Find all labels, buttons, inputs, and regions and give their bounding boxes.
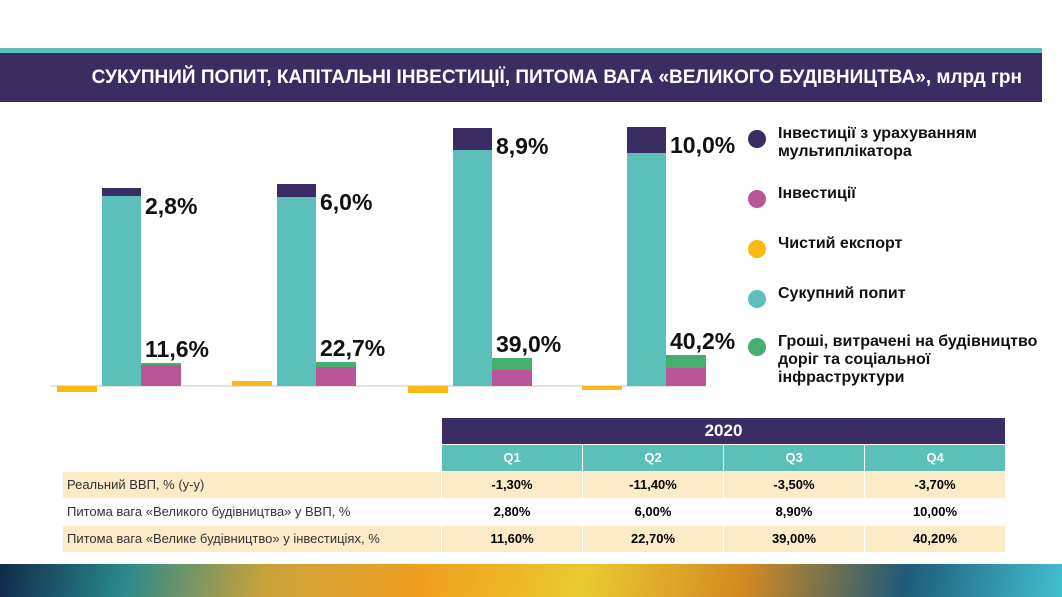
legend-dot-icon: [748, 240, 766, 258]
bar-investment-Q2: [316, 367, 356, 386]
page-title: СУКУПНИЙ ПОПИТ, КАПІТАЛЬНІ ІНВЕСТИЦІЇ, П…: [0, 53, 1042, 102]
table-cell: -11,40%: [582, 470, 724, 499]
label-gdp-share-Q3: 8,9%: [496, 133, 548, 159]
bar-construction-Q1: [141, 363, 181, 365]
label-gdp-share-Q1: 2,8%: [145, 193, 197, 219]
accent-line: [0, 48, 1042, 53]
table-cell: -3,50%: [723, 470, 865, 499]
label-investment-share-Q2: 22,7%: [320, 335, 385, 361]
label-gdp-share-Q4: 10,0%: [670, 132, 735, 158]
quarter-header: Q3: [723, 444, 865, 472]
table-cell: 39,00%: [723, 524, 865, 553]
bar-net-export-Q1: [57, 386, 97, 392]
row-label: Питома вага «Великого будівництва» у ВВП…: [62, 497, 442, 526]
legend-item: Інвестиції: [748, 185, 856, 208]
bar-construction-Q4: [666, 355, 706, 368]
table-cell: 40,20%: [864, 524, 1006, 553]
table-row: Питома вага «Великого будівництва» у ВВП…: [62, 497, 1006, 526]
bar-investment-Q1: [141, 365, 181, 386]
table-cell: 11,60%: [441, 524, 583, 553]
label-investment-share-Q1: 11,6%: [145, 336, 209, 362]
bar-aggregate-demand-Q1: [102, 196, 141, 386]
legend-item: Інвестиції з урахуванням мультиплікатора: [748, 125, 1048, 161]
bar-investment-Q4: [666, 368, 706, 386]
table-row: Питома вага «Велике будівництво» у інвес…: [62, 524, 1006, 553]
label-investment-share-Q4: 40,2%: [670, 328, 735, 354]
table-cell: 8,90%: [723, 497, 865, 526]
bar-aggregate-demand-Q4: [627, 153, 666, 386]
legend-label: Гроші, витрачені на будівництво доріг та…: [778, 333, 1038, 386]
bar-investment-Q3: [492, 370, 532, 386]
legend-dot-icon: [748, 338, 766, 356]
quarter-header: Q2: [582, 444, 724, 472]
table-cell: -1,30%: [441, 470, 583, 499]
legend-label: Інвестиції з урахуванням мультиплікатора: [778, 125, 977, 160]
bar-net-export-Q3: [408, 386, 448, 393]
row-label: Реальний ВВП, % (y-y): [62, 470, 442, 499]
bar-net-export-Q4: [582, 386, 622, 390]
year-header: 2020: [441, 417, 1006, 445]
legend-dot-icon: [748, 290, 766, 308]
table-cell: 22,70%: [582, 524, 724, 553]
legend-label: Сукупний попит: [778, 285, 906, 302]
bar-aggregate-demand-Q3: [453, 150, 492, 386]
decorative-banner: [0, 564, 1062, 597]
legend-item: Сукупний попит: [748, 285, 906, 308]
data-table: 2020 Q1 Q2 Q3 Q4 Реальний ВВП, % (y-y) -1,30…: [62, 417, 1006, 553]
bar-chart: 2,8% 11,6% 6,0% 22,7% 8,9% 39,0% 10,0% 40,2%: [50, 127, 735, 393]
bar-construction-Q3: [492, 358, 532, 370]
table-cell: 2,80%: [441, 497, 583, 526]
bar-investment-multiplier-Q4: [627, 127, 666, 153]
legend-item: Гроші, витрачені на будівництво доріг та…: [748, 333, 1048, 387]
legend-label: Чистий експорт: [778, 235, 903, 252]
table-cell: 6,00%: [582, 497, 724, 526]
bar-investment-multiplier-Q3: [453, 128, 492, 150]
bar-investment-multiplier-Q1: [102, 188, 141, 196]
legend-dot-icon: [748, 130, 766, 148]
bar-net-export-Q2: [232, 381, 272, 386]
legend-item: Чистий експорт: [748, 235, 902, 258]
quarter-header: Q4: [864, 444, 1006, 472]
table-cell: 10,00%: [864, 497, 1006, 526]
label-gdp-share-Q2: 6,0%: [320, 189, 372, 215]
label-investment-share-Q3: 39,0%: [496, 331, 561, 357]
bar-investment-multiplier-Q2: [277, 184, 316, 197]
legend-label: Інвестиції: [778, 185, 856, 202]
legend-dot-icon: [748, 190, 766, 208]
quarter-header: Q1: [441, 444, 583, 472]
table-cell: -3,70%: [864, 470, 1006, 499]
row-label: Питома вага «Велике будівництво» у інвес…: [62, 524, 442, 553]
bar-construction-Q2: [316, 362, 356, 367]
bar-aggregate-demand-Q2: [277, 197, 316, 386]
table-row: Реальний ВВП, % (y-y) -1,30% -11,40% -3,50%…: [62, 470, 1006, 499]
